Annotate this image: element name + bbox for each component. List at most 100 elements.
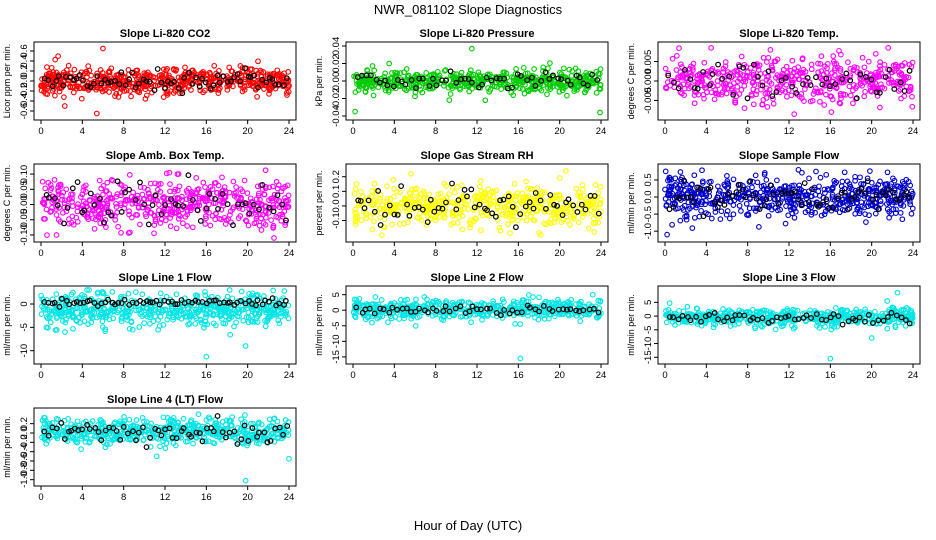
data-point	[381, 216, 388, 223]
data-point	[873, 69, 879, 76]
data-point	[799, 193, 805, 200]
data-point	[224, 73, 230, 79]
data-point	[184, 208, 191, 215]
data-point	[828, 109, 835, 115]
data-point	[799, 169, 805, 176]
data-point	[52, 56, 59, 63]
data-point	[681, 92, 688, 98]
data-point	[498, 86, 505, 92]
data-point	[102, 328, 108, 335]
data-point	[847, 92, 854, 99]
data-point	[909, 59, 916, 66]
data-point	[56, 182, 62, 188]
reference-point	[815, 203, 822, 210]
reference-point	[132, 197, 139, 203]
reference-point	[231, 74, 238, 80]
data-point	[216, 312, 223, 318]
data-point	[47, 319, 54, 326]
data-point	[794, 68, 801, 75]
data-point	[285, 203, 292, 210]
data-point	[490, 194, 496, 200]
x-tick-label: 24	[908, 126, 919, 137]
reference-point	[60, 82, 67, 89]
data-point	[70, 325, 76, 332]
data-point	[532, 74, 539, 81]
data-point	[761, 171, 768, 178]
data-point	[426, 210, 433, 217]
data-point	[571, 88, 578, 94]
data-point	[187, 312, 193, 319]
data-point	[187, 76, 194, 83]
x-tick-label: 20	[866, 370, 877, 381]
x-tick-label: 12	[784, 370, 795, 381]
data-point	[63, 301, 70, 308]
data-point	[52, 92, 58, 99]
data-point	[823, 70, 830, 76]
reference-point	[180, 203, 187, 209]
x-tick-label: 8	[433, 248, 438, 259]
reference-point	[230, 222, 236, 229]
data-point	[507, 230, 513, 236]
reference-point	[135, 80, 142, 87]
data-point	[283, 311, 290, 318]
data-point	[405, 72, 412, 79]
reference-point	[132, 84, 139, 91]
x-tick-label: 0	[38, 248, 43, 259]
data-point	[134, 212, 141, 218]
reference-point	[715, 61, 721, 68]
data-point	[67, 195, 73, 202]
data-point	[202, 288, 208, 295]
data-point	[47, 209, 54, 215]
data-point	[69, 84, 76, 91]
data-point	[211, 62, 218, 69]
reference-point	[49, 83, 56, 90]
data-point	[108, 65, 115, 72]
data-point	[387, 196, 394, 202]
panel-title: Slope Li-820 Temp.	[739, 28, 838, 40]
data-point	[189, 224, 196, 231]
data-point	[355, 87, 362, 93]
data-point	[101, 305, 107, 312]
series-points	[663, 289, 916, 362]
data-point	[755, 67, 762, 73]
data-point	[183, 188, 190, 194]
reference-point	[501, 75, 508, 82]
data-point	[258, 69, 264, 75]
data-point	[702, 84, 708, 91]
data-point	[152, 180, 158, 187]
reference-point	[759, 82, 766, 89]
reference-point	[216, 79, 223, 86]
data-point	[233, 184, 239, 190]
data-point	[563, 168, 569, 174]
data-point	[522, 70, 529, 77]
data-point	[370, 72, 377, 79]
data-point	[791, 69, 797, 75]
data-point	[244, 190, 251, 196]
y-tick-label: 5	[331, 292, 342, 297]
data-point	[749, 184, 755, 191]
data-point	[744, 212, 750, 218]
reference-point	[537, 197, 544, 204]
reference-point	[86, 297, 93, 304]
data-point	[441, 82, 447, 89]
data-point	[352, 186, 359, 192]
x-tick-label: 0	[350, 370, 355, 381]
data-point	[408, 195, 415, 202]
data-point	[458, 69, 465, 76]
data-point	[150, 318, 157, 325]
data-point	[104, 202, 111, 209]
reference-point	[115, 300, 122, 306]
data-point	[799, 56, 806, 63]
data-point	[734, 68, 741, 75]
data-point	[738, 87, 745, 93]
data-point	[450, 79, 457, 86]
data-point	[405, 85, 412, 92]
data-point	[521, 194, 527, 201]
data-point	[576, 189, 583, 196]
data-point	[718, 208, 725, 215]
x-tick-label: 16	[201, 126, 212, 137]
data-point	[559, 87, 566, 94]
reference-point	[882, 192, 889, 199]
data-point	[869, 84, 876, 90]
